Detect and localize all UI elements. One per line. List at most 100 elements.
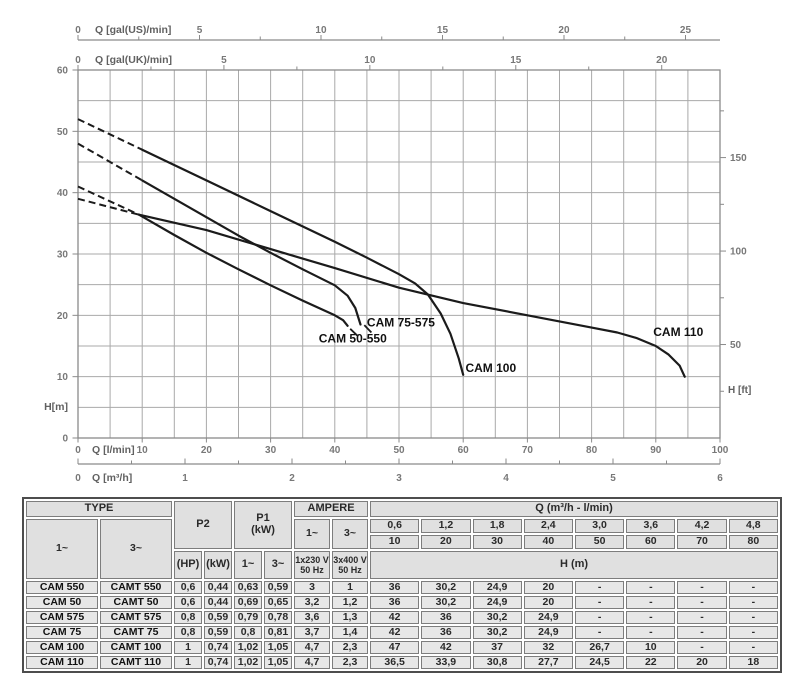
curve-leader-cam-50-550: [349, 328, 358, 337]
value-cell: 3,2: [294, 596, 331, 610]
curve-cam-100: [141, 148, 465, 376]
value-cell: 0,81: [264, 626, 293, 640]
value-cell: 10: [626, 641, 676, 655]
value-cell: 0,44: [204, 596, 233, 610]
value-cell: 1: [174, 656, 203, 670]
h-m-tick-label: 40: [57, 188, 69, 199]
value-cell: 27,7: [523, 656, 573, 670]
value-cell: 0,78: [264, 611, 293, 625]
value-cell: 0,59: [204, 626, 233, 640]
pump-model-cell: CAM 75: [26, 626, 98, 640]
table-row: CAM 50 CAMT 50 0,6 0,44 0,69 0,65 3,2 1,2 36 30,2…: [26, 596, 778, 610]
value-cell: 2,3: [332, 656, 369, 670]
value-cell: 0,79: [234, 611, 263, 625]
value-cell: 42: [421, 641, 471, 655]
value-cell: 0,59: [264, 581, 293, 595]
gal-us-tick-label: 15: [437, 25, 449, 36]
curve-label-cam-75-575: CAM 75-575: [367, 315, 435, 329]
value-cell: -: [728, 611, 778, 625]
q-m3h-col-header-0: 0,6: [370, 519, 420, 533]
q-m3h-tick-label: 0: [75, 473, 81, 484]
value-cell: 0,6: [174, 596, 203, 610]
value-cell: -: [574, 626, 625, 640]
gal-uk-axis-label: Q [gal(UK)/min]: [95, 54, 172, 66]
value-cell: 26,7: [574, 641, 625, 655]
q-lmin-tick-label: 90: [650, 445, 662, 456]
value-cell: 20: [523, 596, 573, 610]
value-cell: 1,4: [332, 626, 369, 640]
curve-cam-110: [137, 213, 686, 378]
h-m-tick-label: 20: [57, 311, 69, 322]
pump-curve-chart-area: 0 5 10 15 20 25 Q [gal(US)/min] 0 5 10 15 20 Q [gal(…: [44, 24, 751, 484]
value-cell: 36,5: [370, 656, 420, 670]
gal-uk-tick-label: 0: [75, 55, 81, 66]
h-m-tick-label: 30: [57, 250, 69, 261]
value-cell: 1,02: [234, 656, 263, 670]
value-cell: 3,7: [294, 626, 331, 640]
value-cell: 0,69: [234, 596, 263, 610]
q-lmin-tick-label: 20: [201, 445, 213, 456]
pump-model-cell: CAMT 75: [100, 626, 173, 640]
value-cell: 42: [370, 611, 420, 625]
value-cell: -: [574, 581, 625, 595]
table-row: CAM 575 CAMT 575 0,8 0,59 0,79 0,78 3,6 1,3 42 36…: [26, 611, 778, 625]
header-row-1: TYPE P2 P1 (kW) AMPERE Q (m³/h - l/min): [26, 501, 778, 549]
curve-dashed-cam-50-550: [77, 185, 140, 216]
value-cell: -: [728, 596, 778, 610]
value-cell: 32: [523, 641, 573, 655]
h-ft-tick-label: 100: [730, 247, 747, 258]
value-cell: 18: [728, 656, 778, 670]
header-row-3: 10 20 30 40 50 60 70 80: [26, 535, 778, 549]
h-m-tick-label: 10: [57, 372, 69, 383]
value-cell: -: [677, 626, 727, 640]
value-cell: 1,05: [264, 656, 293, 670]
value-cell: 0,74: [204, 641, 233, 655]
q-lmin-col-header-2: 30: [472, 535, 522, 549]
q-lmin-axis-label: Q [l/min]: [92, 444, 135, 456]
curve-cam-50-550: [137, 213, 349, 327]
value-cell: 33,9: [421, 656, 471, 670]
voltage-single-line1: 1x230 V: [295, 554, 329, 565]
value-cell: 2,3: [332, 641, 369, 655]
value-cell: -: [626, 611, 676, 625]
q-lmin-col-header-0: 10: [370, 535, 420, 549]
value-cell: -: [728, 581, 778, 595]
head-meters-header: H (m): [370, 551, 778, 579]
value-cell: 30,8: [472, 656, 522, 670]
pump-model-cell: CAM 100: [26, 641, 98, 655]
p1-header-line1: P1: [256, 512, 270, 525]
value-cell: 24,9: [523, 611, 573, 625]
value-cell: 0,8: [174, 626, 203, 640]
curve-leader-cam-75-575: [363, 324, 373, 334]
q-lmin-tick-label: 100: [712, 445, 729, 456]
value-cell: 3: [294, 581, 331, 595]
value-cell: 4,7: [294, 641, 331, 655]
q-m3h-axis-label: Q [m³/h]: [92, 472, 132, 484]
table-row: CAM 550 CAMT 550 0,6 0,44 0,63 0,59 3 1 36 30,2 24…: [26, 581, 778, 595]
pump-data-table: TYPE P2 P1 (kW) AMPERE Q (m³/h - l/min) …: [22, 497, 782, 674]
value-cell: 36: [370, 596, 420, 610]
table-row: CAM 100 CAMT 100 1 0,74 1,02 1,05 4,7 2,3 47 42 37…: [26, 641, 778, 655]
gal-us-axis-label: Q [gal(US)/min]: [95, 24, 171, 36]
value-cell: 3,6: [294, 611, 331, 625]
p1-header-line2: (kW): [251, 524, 275, 536]
gal-us-tick-label: 5: [197, 25, 203, 36]
pump-model-cell: CAMT 550: [100, 581, 173, 595]
curve-label-cam-110: CAM 110: [653, 325, 703, 339]
gal-us-tick-label: 25: [680, 25, 692, 36]
pump-model-cell: CAMT 100: [100, 641, 173, 655]
gal-us-tick-label: 0: [75, 25, 81, 36]
ampere-header: AMPERE: [294, 501, 369, 517]
value-cell: 24,9: [523, 626, 573, 640]
voltage-single-line2: 50 Hz: [300, 565, 324, 575]
value-cell: 1: [332, 581, 369, 595]
value-cell: -: [728, 626, 778, 640]
voltage-three-line1: 3x400 V: [333, 554, 367, 565]
q-lmin-col-header-1: 20: [421, 535, 471, 549]
value-cell: 24,5: [574, 656, 625, 670]
value-cell: 1,02: [234, 641, 263, 655]
h-ft-tick-label: 150: [730, 153, 747, 164]
type-three-phase-header: 3~: [100, 519, 173, 579]
gal-uk-tick-label: 20: [656, 55, 668, 66]
q-m3h-tick-label: 1: [182, 473, 188, 484]
